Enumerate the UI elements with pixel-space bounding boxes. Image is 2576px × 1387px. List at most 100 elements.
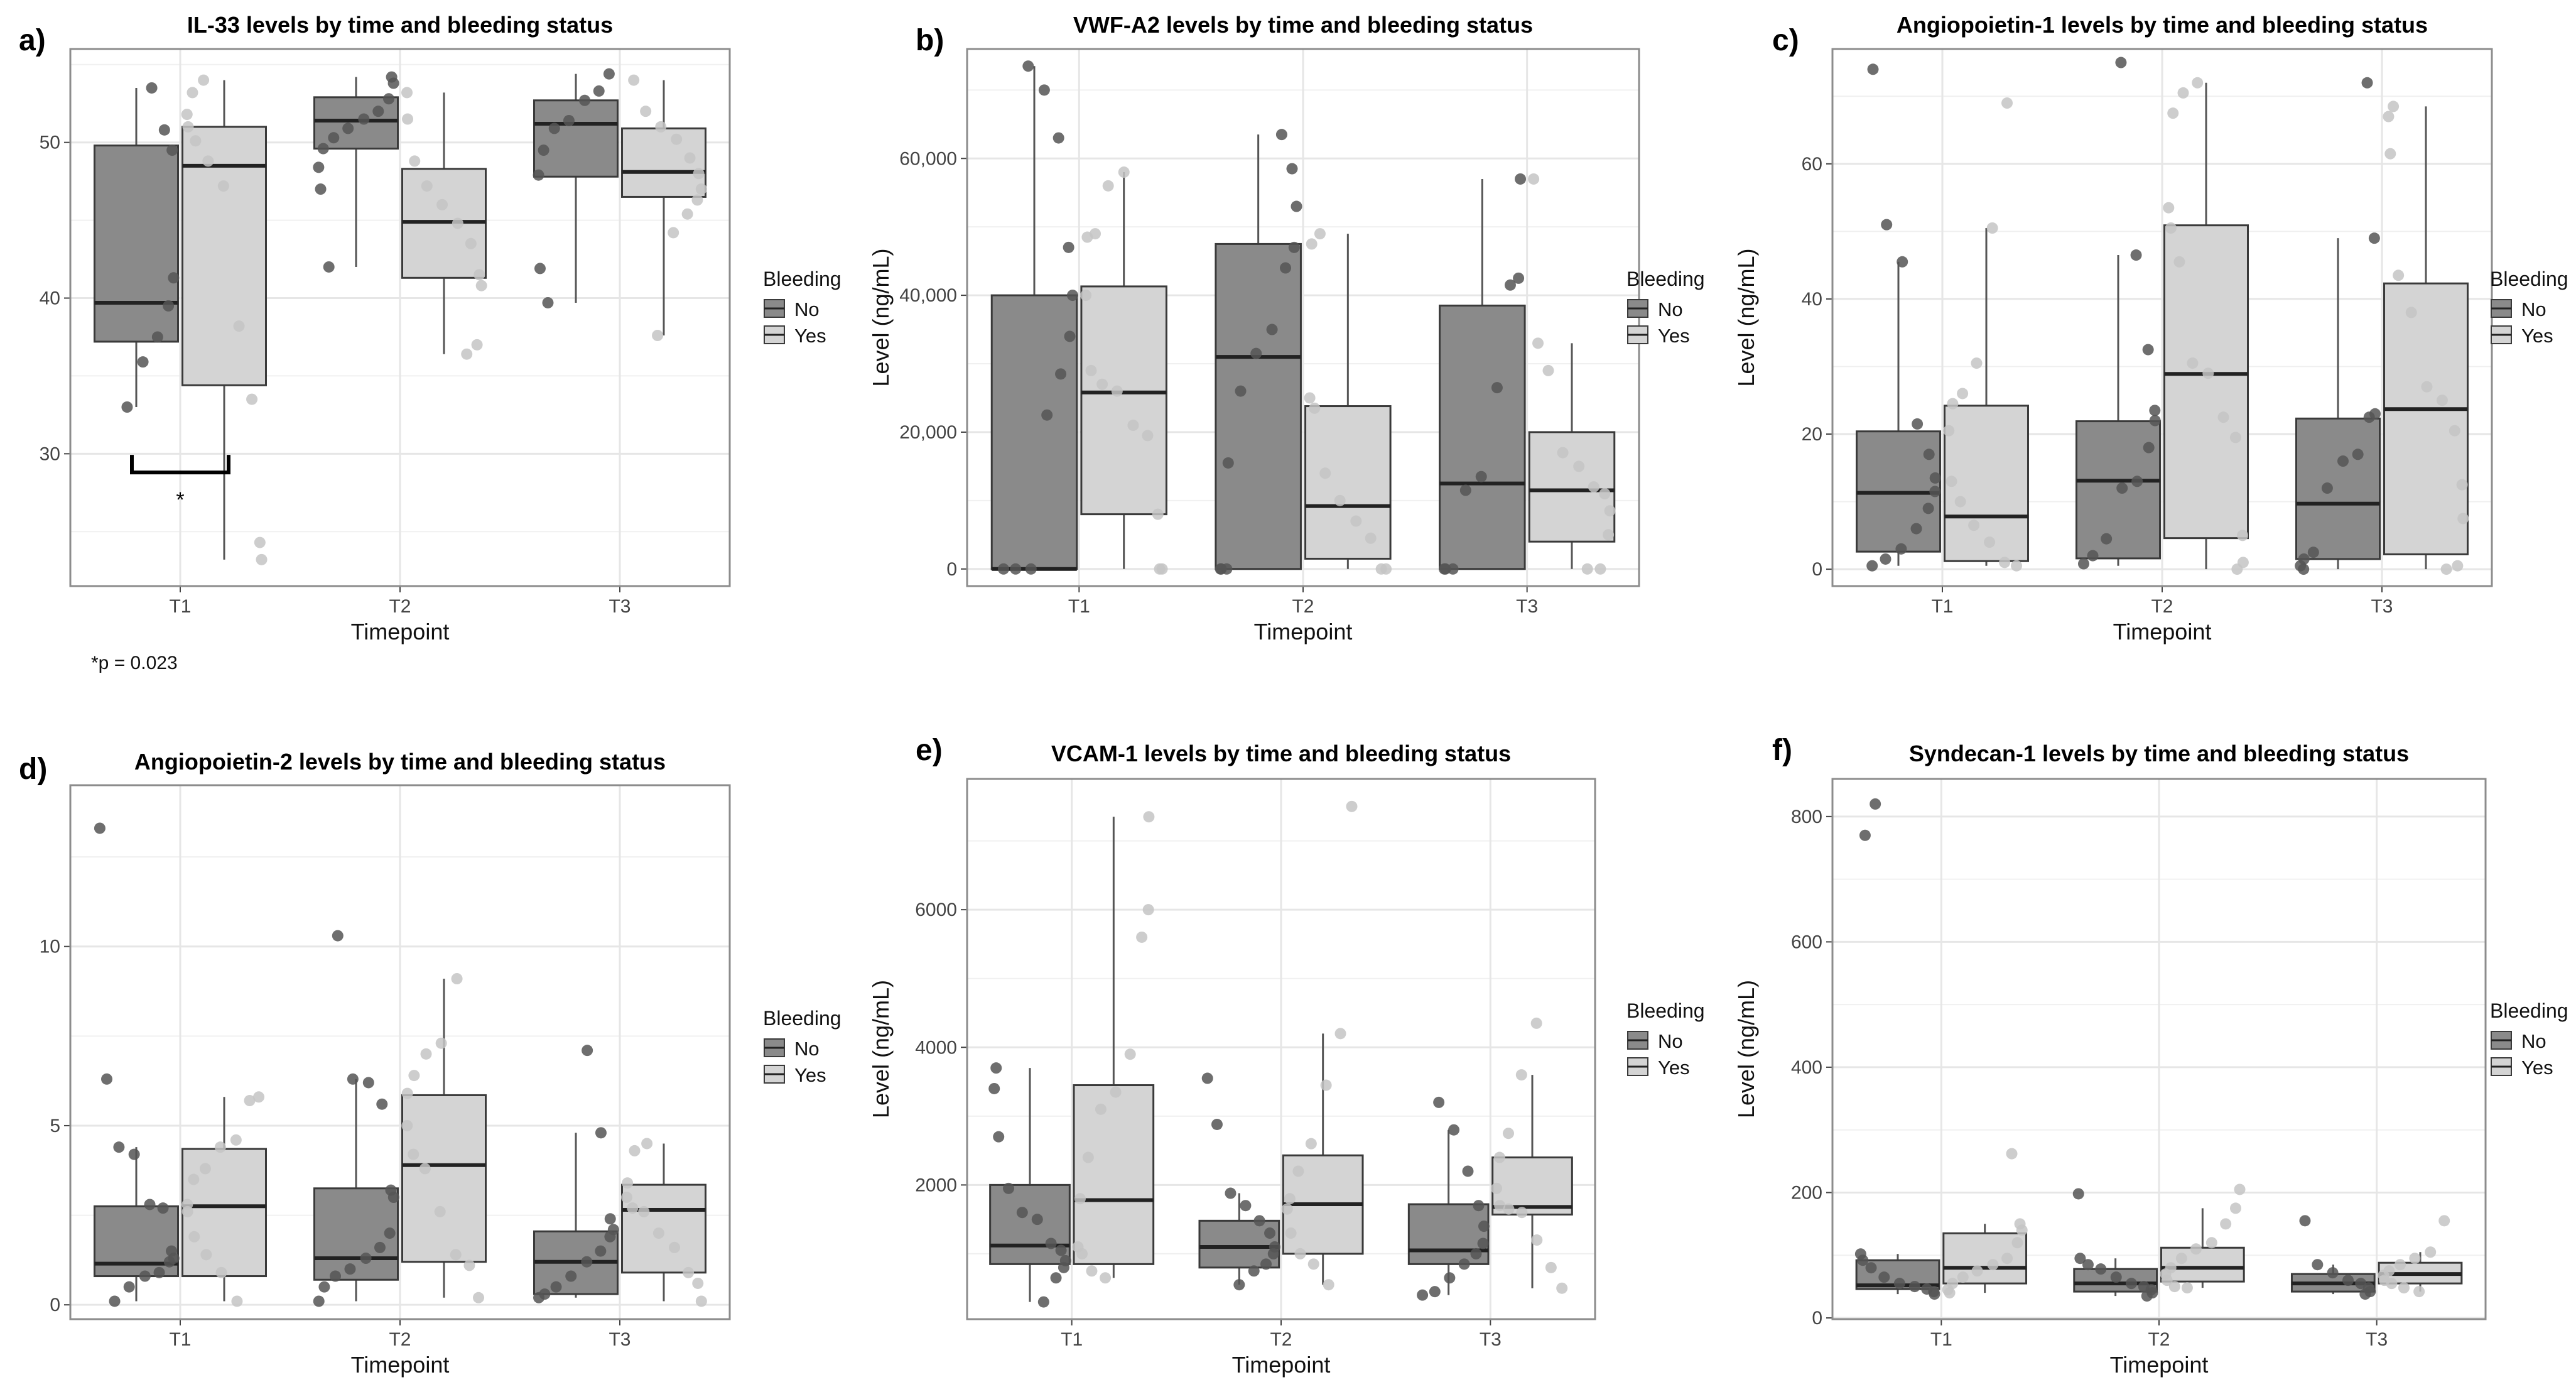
data-point [2149, 415, 2161, 427]
data-point [401, 87, 413, 99]
iqr-box [181, 126, 267, 386]
plot-frame [69, 48, 731, 587]
y-tick-label: 60 [1802, 154, 1822, 175]
y-tick-label: 40 [1802, 289, 1822, 310]
data-point [1986, 222, 1998, 234]
data-point [1142, 430, 1154, 442]
box-yes-t2 [401, 973, 487, 1303]
data-point [383, 93, 395, 105]
data-point [1458, 1258, 1470, 1270]
y-tick-label: 800 [1791, 807, 1822, 827]
iqr-box [94, 144, 179, 343]
panel-label: f) [1772, 734, 1792, 767]
box-yes-t3 [1491, 1017, 1573, 1294]
data-point [1281, 1203, 1293, 1215]
data-point [121, 401, 133, 413]
data-point [1142, 904, 1154, 916]
box-yes-t2 [2163, 77, 2249, 575]
data-point [1346, 800, 1358, 812]
data-point [1037, 1296, 1049, 1308]
data-point [1893, 1278, 1905, 1290]
data-point [253, 1091, 265, 1103]
p-value-note: *p = 0.023 [91, 653, 178, 673]
data-point [579, 94, 591, 106]
x-tick-label: T1 [1931, 596, 1953, 617]
data-point [640, 106, 652, 117]
data-point [2220, 1218, 2232, 1230]
data-point [1968, 519, 1980, 531]
data-point [1086, 1265, 1098, 1277]
data-point [652, 330, 664, 341]
data-point [1266, 324, 1278, 335]
data-point [217, 180, 229, 192]
data-point [2409, 1253, 2421, 1265]
data-point [342, 122, 354, 134]
data-point [1264, 1227, 1276, 1239]
legend-label: No [794, 298, 820, 320]
iqr-box [1080, 285, 1167, 516]
data-point [144, 1199, 156, 1210]
data-point [2001, 1253, 2013, 1265]
data-point [109, 1295, 121, 1307]
legend-title: Bleeding [1626, 268, 1705, 290]
data-point [1604, 505, 1616, 517]
data-point [1221, 563, 1233, 575]
data-point [187, 87, 198, 99]
data-point [1491, 382, 1503, 394]
data-point [990, 1062, 1002, 1074]
box-no-t3 [2290, 1215, 2376, 1300]
x-axis-title: Timepoint [1254, 619, 1353, 645]
data-point [181, 109, 193, 121]
legend-item-yes: Yes [2491, 325, 2553, 347]
legend-label: Yes [2521, 1057, 2553, 1079]
x-tick-label: T3 [609, 1329, 630, 1350]
legend: Bleeding No Yes [1626, 268, 1705, 347]
legend-label: No [1658, 298, 1683, 320]
data-point [1859, 829, 1871, 841]
iqr-box [1073, 1084, 1155, 1265]
box-no-t2 [1198, 1072, 1280, 1291]
data-point [1319, 467, 1331, 479]
data-point [1947, 398, 1959, 410]
iqr-box [1215, 242, 1302, 570]
data-point [2425, 1246, 2437, 1258]
data-point [1504, 279, 1516, 291]
data-point [1530, 1017, 1542, 1029]
data-point [2327, 1267, 2339, 1279]
x-tick-label: T3 [2366, 1329, 2388, 1350]
data-point [166, 144, 178, 156]
data-point [158, 124, 170, 136]
panel-title: VWF-A2 levels by time and bleeding statu… [1073, 12, 1533, 38]
data-point [2383, 111, 2395, 122]
plot-frame [966, 778, 1596, 1320]
box-yes-t3 [2378, 1215, 2463, 1298]
data-point [1910, 523, 1922, 535]
data-point [1307, 1258, 1319, 1270]
data-point [1154, 563, 1166, 575]
data-point [1581, 563, 1593, 575]
box-no-t2 [1215, 129, 1302, 575]
data-point [328, 132, 340, 144]
data-point [1003, 1182, 1015, 1194]
data-point [436, 199, 448, 210]
data-point [188, 1173, 200, 1185]
iqr-box [1439, 304, 1526, 570]
data-point [1594, 563, 1606, 575]
data-point [628, 74, 640, 86]
data-point [1957, 388, 1969, 400]
legend-item-no: No [764, 1038, 820, 1060]
data-point [246, 393, 258, 405]
data-point [2072, 1188, 2084, 1200]
data-point [1110, 1086, 1122, 1098]
box-yes-t1 [1072, 811, 1155, 1284]
panel-5: e) VCAM-1 levels by time and bleeding sta… [868, 734, 1705, 1378]
gridlines [1832, 49, 2492, 586]
x-tick-label: T3 [609, 596, 630, 617]
data-point [1923, 449, 1935, 460]
panel-4: d) Angiopoietin-2 levels by time and blee… [19, 749, 842, 1378]
data-point [595, 1127, 607, 1139]
data-point [1225, 1187, 1237, 1199]
panel-title: Angiopoietin-2 levels by time and bleedi… [134, 749, 666, 775]
data-point [1309, 402, 1321, 414]
data-point [1987, 1259, 1999, 1271]
